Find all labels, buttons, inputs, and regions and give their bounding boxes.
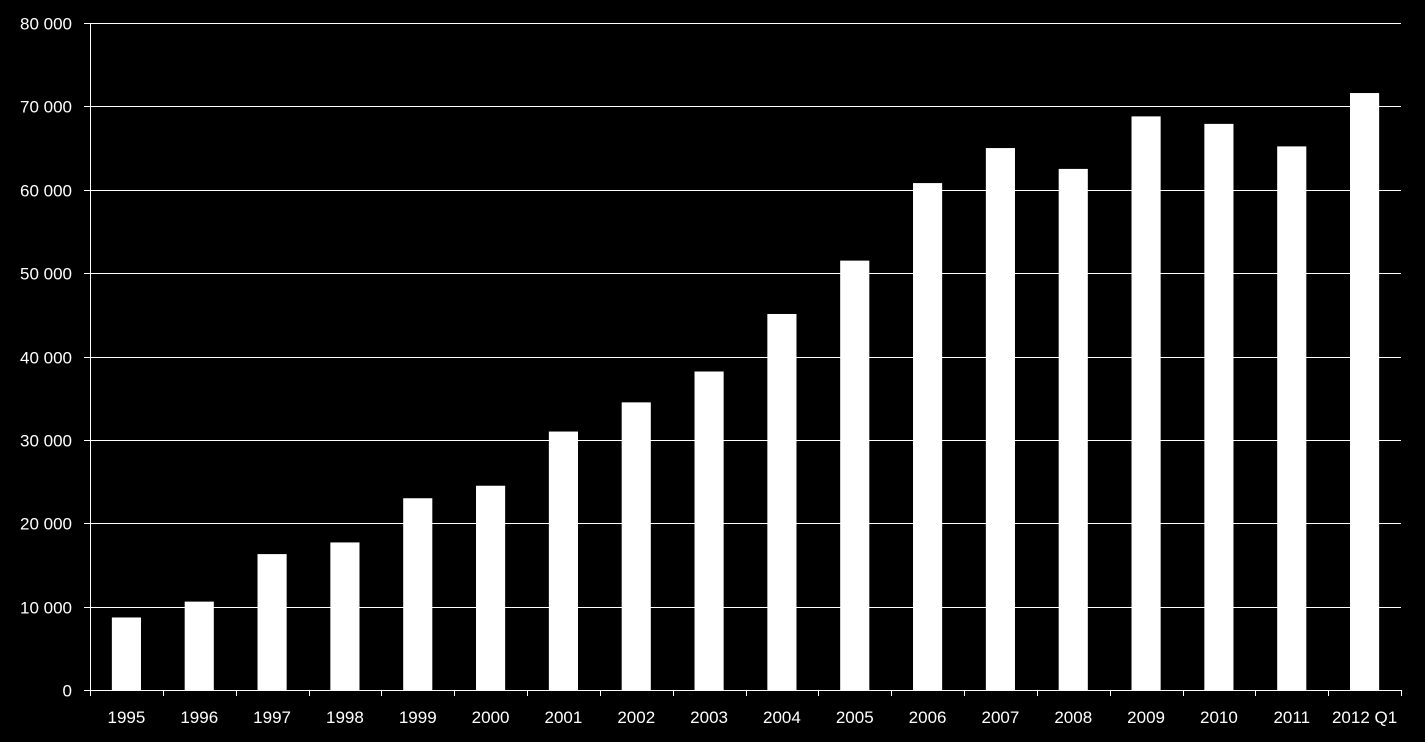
x-tick-label: 2010 — [1200, 708, 1238, 727]
bar — [1350, 93, 1380, 690]
y-tick-label: 0 — [63, 682, 72, 701]
bar — [1058, 168, 1088, 690]
x-tick-label: 1998 — [326, 708, 364, 727]
bar — [1131, 116, 1161, 690]
x-tick-label: 2009 — [1127, 708, 1165, 727]
bar — [548, 431, 578, 690]
bar — [694, 371, 724, 690]
bar — [1277, 146, 1307, 690]
y-tick-labels: 0 10 000 20 000 30 000 40 000 50 000 60 000 70 … — [20, 15, 72, 701]
bar — [257, 554, 287, 690]
x-tick-label: 2000 — [472, 708, 510, 727]
x-tick-label: 2012 Q1 — [1332, 708, 1397, 727]
bar — [111, 617, 141, 690]
bars — [111, 93, 1380, 691]
x-tick-label: 2006 — [909, 708, 947, 727]
axes — [84, 23, 1402, 696]
x-tick-label: 2001 — [545, 708, 583, 727]
bar — [840, 260, 870, 690]
x-tick-label: 2003 — [690, 708, 728, 727]
y-tick-label: 40 000 — [20, 349, 72, 368]
bar — [476, 485, 506, 690]
y-tick-label: 80 000 — [20, 15, 72, 34]
bar — [913, 183, 943, 690]
y-tick-label: 50 000 — [20, 265, 72, 284]
bar — [1204, 123, 1234, 691]
bar — [403, 498, 433, 690]
x-tick-label: 1999 — [399, 708, 437, 727]
bar — [767, 313, 797, 690]
x-tick-label: 2002 — [617, 708, 655, 727]
bar — [621, 402, 651, 690]
x-tick-labels: 1995 1996 1997 1998 1999 2000 2001 2002 2003 2004… — [108, 708, 1398, 727]
bar — [330, 542, 360, 690]
bar — [184, 601, 214, 690]
x-tick-label: 2011 — [1273, 708, 1310, 727]
x-tick-label: 2008 — [1054, 708, 1092, 727]
x-tick-label: 2004 — [763, 708, 801, 727]
y-tick-label: 20 000 — [20, 515, 72, 534]
x-tick-label: 1997 — [253, 708, 291, 727]
x-tick-label: 2005 — [836, 708, 874, 727]
x-tick-label: 1996 — [180, 708, 218, 727]
bar — [985, 148, 1015, 690]
y-tick-label: 70 000 — [20, 98, 72, 117]
y-tick-label: 60 000 — [20, 182, 72, 201]
y-tick-label: 30 000 — [20, 432, 72, 451]
y-tick-label: 10 000 — [20, 599, 72, 618]
x-tick-label: 2007 — [982, 708, 1020, 727]
gridlines — [90, 23, 1401, 608]
x-tick-label: 1995 — [108, 708, 146, 727]
